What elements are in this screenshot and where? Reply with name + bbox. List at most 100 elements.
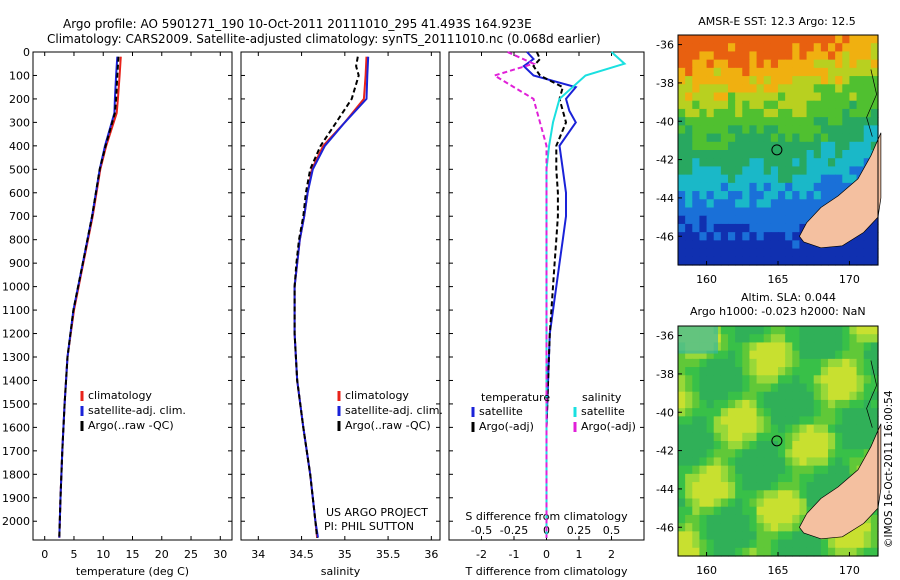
sst-ytick-label: -42 bbox=[656, 154, 674, 167]
difference-xtick-label: -1 bbox=[509, 548, 520, 561]
difference-xtick2-label: 0.5 bbox=[603, 524, 621, 537]
depth-tick-label: 1500 bbox=[2, 398, 30, 411]
sla-ytick-label: -36 bbox=[656, 330, 674, 343]
difference-xtick-label: 1 bbox=[576, 548, 583, 561]
depth-tick-label: 1000 bbox=[2, 281, 30, 294]
temperature-xtick-label: 15 bbox=[126, 548, 140, 561]
depth-tick-label: 1600 bbox=[2, 421, 30, 434]
depth-tick-label: 400 bbox=[9, 140, 30, 153]
sst-xtick-label: 165 bbox=[768, 273, 789, 286]
depth-tick-label: 600 bbox=[9, 187, 30, 200]
depth-tick-label: 1400 bbox=[2, 374, 30, 387]
depth-tick-label: 100 bbox=[9, 69, 30, 82]
sst-map-panel: -36 -38 -40 -42 -44 -46 160 165 170 AMSR-E SST: 1… bbox=[656, 15, 882, 286]
sla-ytick-label: -46 bbox=[656, 521, 674, 534]
sst-argo-marker bbox=[771, 144, 783, 156]
sla-xtick-label: 160 bbox=[696, 564, 717, 577]
depth-tick-label: 1300 bbox=[2, 351, 30, 364]
temperature-legend-item: climatology bbox=[88, 389, 152, 402]
salinity-axes-box bbox=[240, 51, 441, 541]
sst-ytick-label: -40 bbox=[656, 115, 674, 128]
legend-title-salinity: salinity bbox=[582, 391, 622, 404]
difference-xtick-label: -2 bbox=[476, 548, 487, 561]
temperature-xtick-label: 5 bbox=[70, 548, 77, 561]
diff-legend-item: Argo(-adj) bbox=[479, 420, 534, 433]
sst-coastline bbox=[866, 69, 877, 137]
depth-tick-label: 800 bbox=[9, 234, 30, 247]
temperature-xtick-label: 10 bbox=[96, 548, 110, 561]
sla-ytick-label: -44 bbox=[656, 483, 674, 496]
temperature-xtick-label: 0 bbox=[41, 548, 48, 561]
depth-tick-label: 700 bbox=[9, 210, 30, 223]
salinity-xtick-label: 34.5 bbox=[289, 548, 314, 561]
salinity-legend-item: Argo(..raw -QC) bbox=[345, 419, 431, 432]
temperature-xlabel: temperature (deg C) bbox=[76, 565, 189, 578]
difference-xtick2-label: 0.25 bbox=[567, 524, 592, 537]
depth-tick-label: 1700 bbox=[2, 445, 30, 458]
sla-ytick-label: -40 bbox=[656, 406, 674, 419]
depth-tick-label: 1100 bbox=[2, 304, 30, 317]
header-line2: Climatology: CARS2009. Satellite-adjuste… bbox=[47, 32, 601, 46]
annotation-line2: PI: PHIL SUTTON bbox=[324, 520, 414, 533]
sla-map-subtitle: Argo h1000: -0.023 h2000: NaN bbox=[690, 305, 866, 318]
salinity-xtick-label: 36 bbox=[424, 548, 438, 561]
salinity-xtick-label: 35 bbox=[338, 548, 352, 561]
diff-legend-item: satellite bbox=[581, 405, 625, 418]
difference-series-argo-adj- bbox=[532, 51, 568, 538]
temperature-legend-item: Argo(..raw -QC) bbox=[88, 419, 174, 432]
sla-map-title: Altim. SLA: 0.044 bbox=[741, 291, 836, 304]
difference-xtick2-label: -0.25 bbox=[500, 524, 528, 537]
depth-tick-label: 200 bbox=[9, 93, 30, 106]
sla-argo-marker bbox=[771, 435, 783, 447]
temperature-xtick-label: 25 bbox=[184, 548, 198, 561]
sst-land bbox=[798, 132, 882, 249]
depth-tick-label: 2000 bbox=[2, 515, 30, 528]
depth-tick-label: 300 bbox=[9, 116, 30, 129]
difference-xtick2-label: -0.5 bbox=[471, 524, 492, 537]
depth-tick-label: 500 bbox=[9, 163, 30, 176]
difference-xtick-label: 0 bbox=[543, 548, 550, 561]
depth-tick-label: 1200 bbox=[2, 328, 30, 341]
sst-xtick-label: 160 bbox=[696, 273, 717, 286]
temperature-legend-item: satellite-adj. clim. bbox=[88, 404, 186, 417]
annotation-line1: US ARGO PROJECT bbox=[326, 506, 428, 519]
salinity-xlabel: salinity bbox=[321, 565, 361, 578]
diff-legend-item: Argo(-adj) bbox=[581, 420, 636, 433]
sla-xtick-label: 165 bbox=[768, 564, 789, 577]
sst-ytick-label: -46 bbox=[656, 230, 674, 243]
salinity-xtick-label: 35.5 bbox=[376, 548, 401, 561]
salinity-legend-item: satellite-adj. clim. bbox=[345, 404, 443, 417]
sst-ytick-label: -36 bbox=[656, 39, 674, 52]
salinity-series-argo-raw-qc- bbox=[293, 56, 360, 538]
temperature-axes-box bbox=[32, 51, 233, 541]
temperature-xtick-label: 30 bbox=[213, 548, 227, 561]
header-line1: Argo profile: AO 5901271_190 10-Oct-2011… bbox=[63, 17, 532, 31]
depth-tick-label: 900 bbox=[9, 257, 30, 270]
sst-ytick-label: -38 bbox=[656, 77, 674, 90]
sla-land bbox=[798, 423, 882, 540]
salinity-legend-item: climatology bbox=[345, 389, 409, 402]
diff-legend-item: satellite bbox=[479, 405, 523, 418]
depth-tick-label: 0 bbox=[23, 46, 30, 59]
temperature-xtick-label: 20 bbox=[155, 548, 169, 561]
difference-panel: -2 -1 0 1 2 T difference from climatology -0.5… bbox=[448, 51, 645, 578]
sla-xtick-label: 170 bbox=[839, 564, 860, 577]
salinity-panel: 34 34.5 35 35.5 36 salinity climatology satelli… bbox=[240, 51, 443, 578]
legend-title-temperature: temperature bbox=[481, 391, 550, 404]
sla-ytick-label: -42 bbox=[656, 445, 674, 458]
credit-text: ©IMOS 16-Oct-2011 16:00:54 bbox=[883, 390, 895, 548]
temperature-panel: 0100200300400500600700800900100011001200… bbox=[2, 46, 233, 578]
sla-coastline bbox=[866, 360, 877, 428]
depth-tick-label: 1800 bbox=[2, 468, 30, 481]
sla-patch bbox=[678, 326, 718, 354]
sla-map-panel: -36 -38 -40 -42 -44 -46 160 165 170 Altim. SLA: 0… bbox=[656, 291, 882, 577]
temperature-series-argo-raw-qc- bbox=[58, 56, 120, 538]
difference-series-argo-adj- bbox=[492, 51, 548, 538]
depth-tick-label: 1900 bbox=[2, 492, 30, 505]
difference-xtick-label: 2 bbox=[608, 548, 615, 561]
sst-xtick-label: 170 bbox=[839, 273, 860, 286]
sla-ytick-label: -38 bbox=[656, 368, 674, 381]
salinity-xtick-label: 34 bbox=[251, 548, 265, 561]
difference-xlabel: T difference from climatology bbox=[465, 565, 628, 578]
